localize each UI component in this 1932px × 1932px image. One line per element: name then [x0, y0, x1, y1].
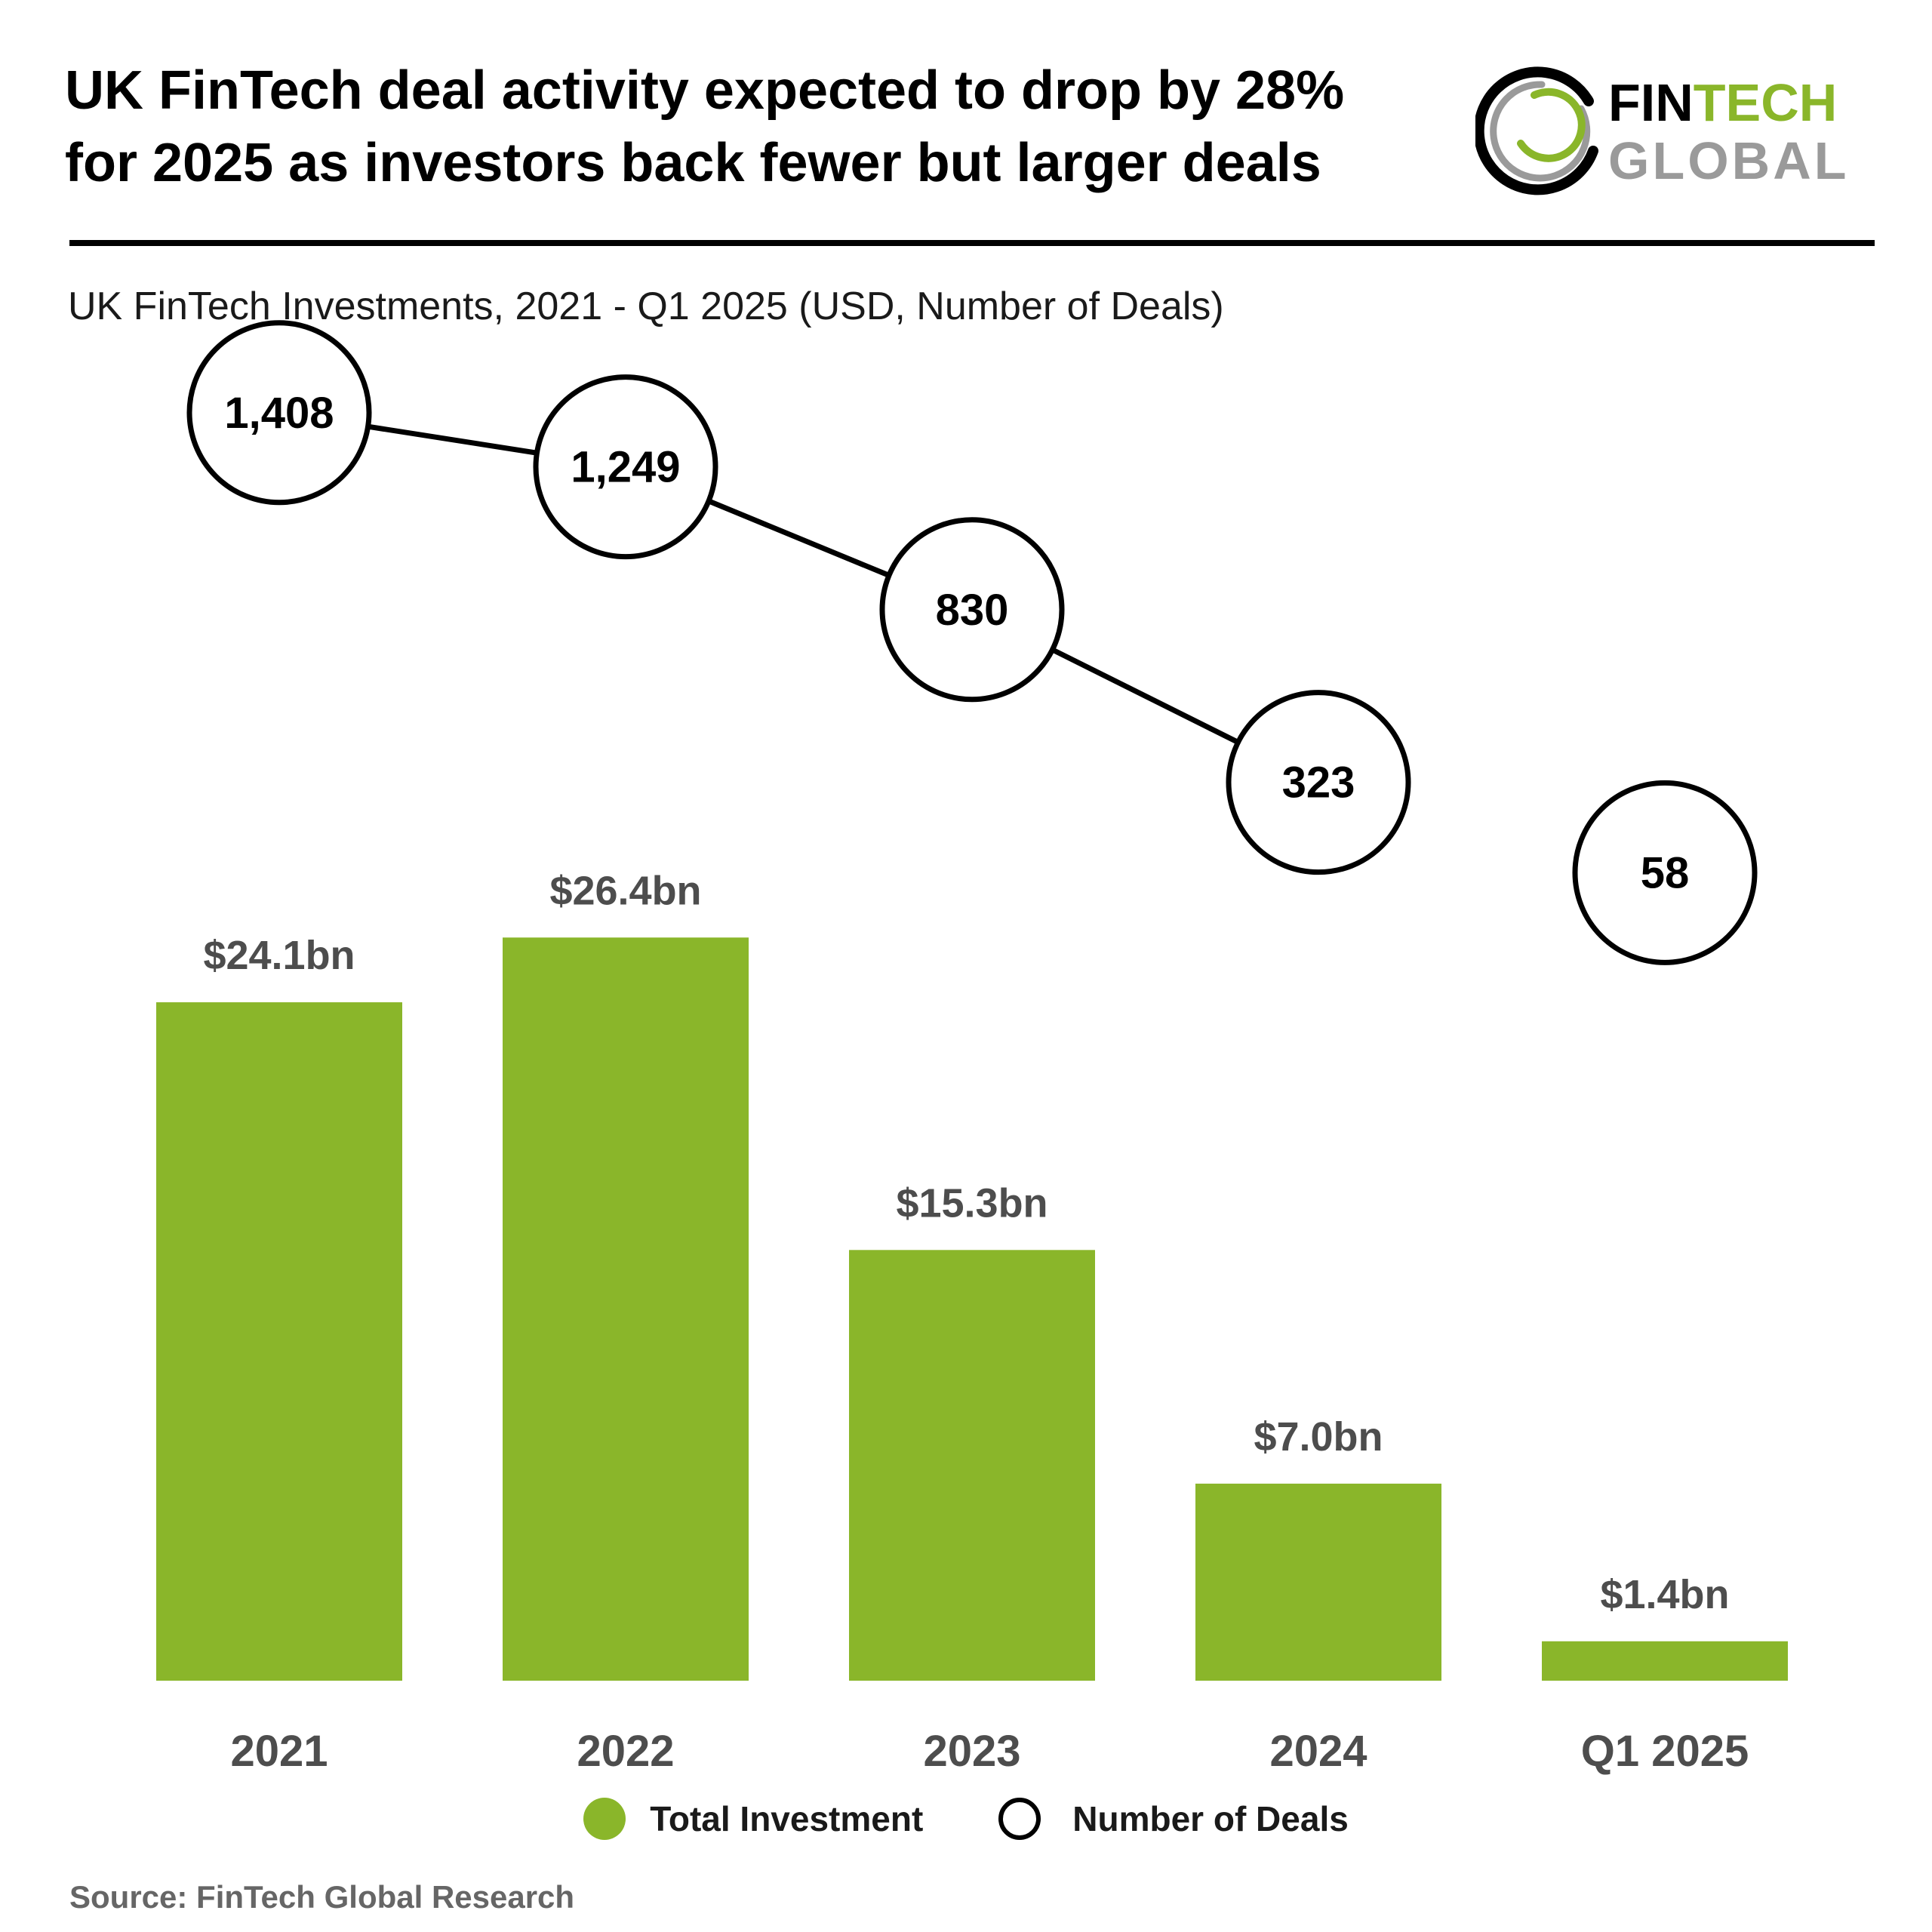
logo-word-global: GLOBAL: [1608, 131, 1850, 190]
deals-value-label: 323: [1282, 758, 1355, 808]
bar-investment: [1195, 1483, 1441, 1681]
deals-value-label: 830: [936, 586, 1009, 635]
bar-value-label: $1.4bn: [1600, 1572, 1729, 1617]
deals-connector-line: [1051, 647, 1240, 745]
legend-swatch-investment: [583, 1798, 626, 1840]
x-tick-label: Q1 2025: [1581, 1727, 1749, 1776]
legend: Total Investment Number of Deals: [0, 1798, 1932, 1840]
headline-line-1: UK FinTech deal activity expected to dro…: [65, 60, 1345, 121]
x-tick-label: 2024: [1269, 1727, 1367, 1776]
legend-label-deals: Number of Deals: [1072, 1799, 1349, 1838]
deals-value-label: 1,408: [224, 389, 334, 438]
x-tick-label: 2023: [923, 1727, 1020, 1776]
legend-label-investment: Total Investment: [650, 1799, 924, 1838]
deals-marker: [186, 320, 372, 506]
deals-marker: [1226, 690, 1411, 875]
source-note: Source: FinTech Global Research: [69, 1879, 575, 1915]
bar-investment: [156, 1002, 402, 1681]
bar-value-label: $24.1bn: [203, 933, 355, 978]
bar-value-label: $7.0bn: [1254, 1414, 1383, 1460]
deals-connector-line: [368, 423, 537, 456]
x-tick-label: 2021: [230, 1727, 328, 1776]
bar-investment: [503, 937, 749, 1681]
legend-item-investment: Total Investment: [583, 1798, 923, 1840]
bar-investment: [1542, 1641, 1788, 1681]
x-tick-label: 2022: [577, 1727, 674, 1776]
deals-marker: [1572, 780, 1758, 965]
bar-value-label: $15.3bn: [896, 1180, 1048, 1226]
fintech-global-logo: FINTECH GLOBAL: [1475, 66, 1850, 195]
deals-value-label: 58: [1641, 848, 1690, 897]
ring-logo-icon: [1475, 66, 1598, 195]
logo-word-fintech: FINTECH: [1608, 73, 1837, 132]
deals-value-label: 1,249: [571, 443, 680, 492]
title-divider: [69, 240, 1875, 246]
bar-value-label: $26.4bn: [549, 868, 701, 913]
deals-connector-line: [707, 498, 891, 578]
legend-swatch-deals: [998, 1798, 1041, 1840]
bar-investment: [849, 1250, 1095, 1681]
deals-marker: [533, 374, 718, 560]
legend-item-deals: Number of Deals: [998, 1798, 1349, 1840]
headline: UK FinTech deal activity expected to dro…: [65, 54, 1461, 199]
deals-marker: [879, 517, 1065, 703]
headline-line-2: for 2025 as investors back fewer but lar…: [65, 133, 1321, 193]
chart-subtitle: UK FinTech Investments, 2021 - Q1 2025 (…: [68, 285, 1224, 328]
